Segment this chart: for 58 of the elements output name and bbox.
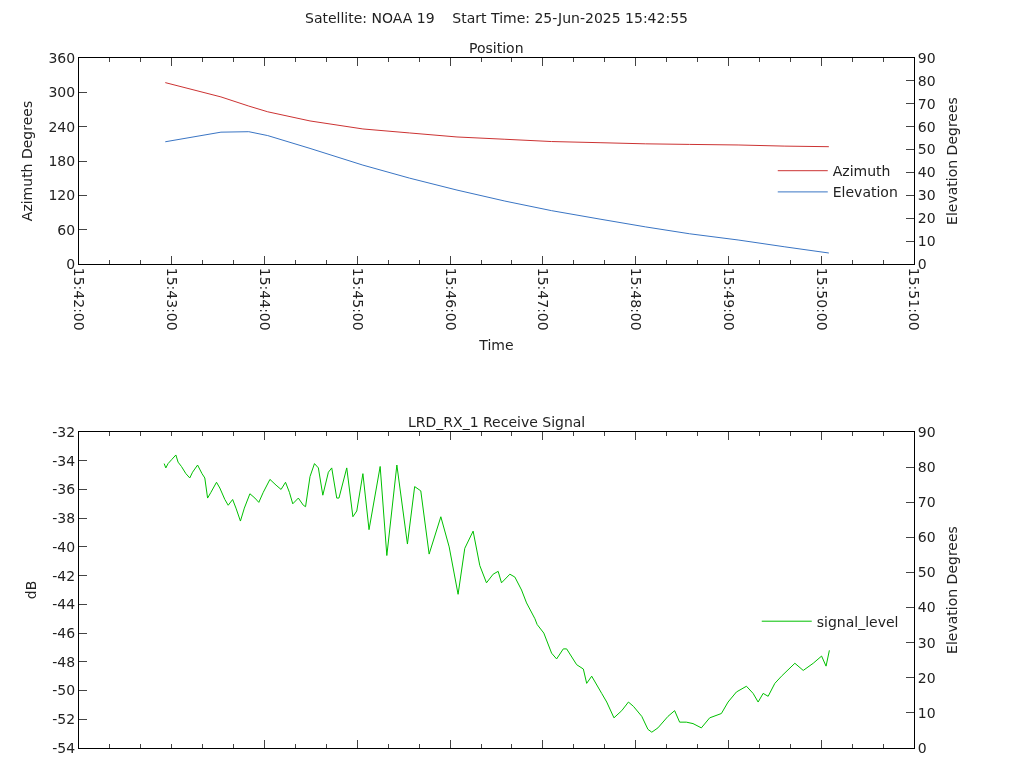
y2-tick-label: 70 bbox=[917, 95, 936, 112]
chart-subtitle: Position bbox=[469, 40, 524, 56]
y2-tick-label: 80 bbox=[917, 72, 936, 89]
x-axis-title: Time bbox=[478, 336, 514, 353]
legend-label: signal_level bbox=[816, 613, 899, 630]
x-tick-label: 15:46:00 bbox=[442, 267, 459, 331]
y2-tick-label: 50 bbox=[917, 564, 936, 581]
line-series bbox=[164, 82, 830, 148]
y-tick-label: -46 bbox=[52, 624, 76, 641]
y-tick-label: -32 bbox=[52, 423, 76, 440]
y2-tick-label: 0 bbox=[917, 739, 927, 756]
y2-tick-label: 70 bbox=[917, 494, 936, 511]
y-tick-label: -48 bbox=[52, 653, 76, 670]
x-tick-label: 15:49:00 bbox=[720, 267, 737, 331]
y2-tick-label: 80 bbox=[917, 459, 936, 476]
y2-tick-label: 60 bbox=[917, 118, 936, 135]
chart-title: Satellite: NOAA 19 Start Time: 25-Jun-2025 15:42:55 bbox=[305, 10, 688, 26]
y2-tick-label: 10 bbox=[917, 704, 936, 721]
y2-axis-title: Elevation Degrees bbox=[943, 97, 960, 225]
y2-tick-label: 60 bbox=[917, 529, 936, 546]
y-tick-label: -50 bbox=[52, 682, 76, 699]
y-tick-label: 180 bbox=[48, 152, 76, 169]
y2-tick-label: 40 bbox=[917, 599, 936, 616]
y-tick-label: -52 bbox=[52, 711, 76, 728]
x-tick-label: 15:45:00 bbox=[349, 267, 366, 331]
y-tick-label: 300 bbox=[48, 84, 76, 101]
x-tick-label: 15:47:00 bbox=[535, 267, 552, 331]
y2-tick-label: 30 bbox=[917, 187, 936, 204]
y2-tick-label: 90 bbox=[917, 49, 936, 66]
legend-label: Azimuth bbox=[832, 163, 891, 180]
y2-tick-label: 30 bbox=[917, 634, 936, 651]
y-axis-title: Azimuth Degrees bbox=[19, 100, 36, 222]
y-tick-label: -38 bbox=[52, 510, 76, 527]
y2-tick-label: 10 bbox=[917, 233, 936, 250]
chart-title: LRD_RX_1 Receive Signal bbox=[408, 414, 586, 430]
legend-label: Elevation bbox=[832, 184, 898, 201]
y-tick-label: -40 bbox=[52, 538, 76, 555]
y-tick-label: -44 bbox=[52, 596, 76, 613]
x-tick-label: 15:50:00 bbox=[813, 267, 830, 331]
y-tick-label: -54 bbox=[52, 739, 76, 756]
line-series bbox=[164, 131, 830, 254]
x-tick-label: 15:48:00 bbox=[628, 267, 645, 331]
y2-tick-label: 90 bbox=[917, 423, 936, 440]
y-tick-label: 60 bbox=[57, 221, 76, 238]
y-tick-label: 120 bbox=[48, 187, 76, 204]
y-tick-label: -42 bbox=[52, 567, 76, 584]
y2-axis-title: Elevation Degrees bbox=[943, 526, 960, 654]
y-tick-label: -34 bbox=[52, 452, 76, 469]
y2-tick-label: 50 bbox=[917, 141, 936, 158]
y-axis-title: dB bbox=[22, 580, 39, 600]
x-tick-label: 15:44:00 bbox=[257, 267, 273, 331]
y-tick-label: 360 bbox=[48, 49, 76, 66]
y2-tick-label: 20 bbox=[917, 210, 936, 227]
y-tick-label: -36 bbox=[52, 481, 76, 498]
y-tick-label: 240 bbox=[48, 118, 76, 135]
x-tick-label: 15:43:00 bbox=[164, 267, 181, 331]
y2-tick-label: 20 bbox=[917, 669, 936, 686]
y2-tick-label: 40 bbox=[917, 164, 936, 181]
